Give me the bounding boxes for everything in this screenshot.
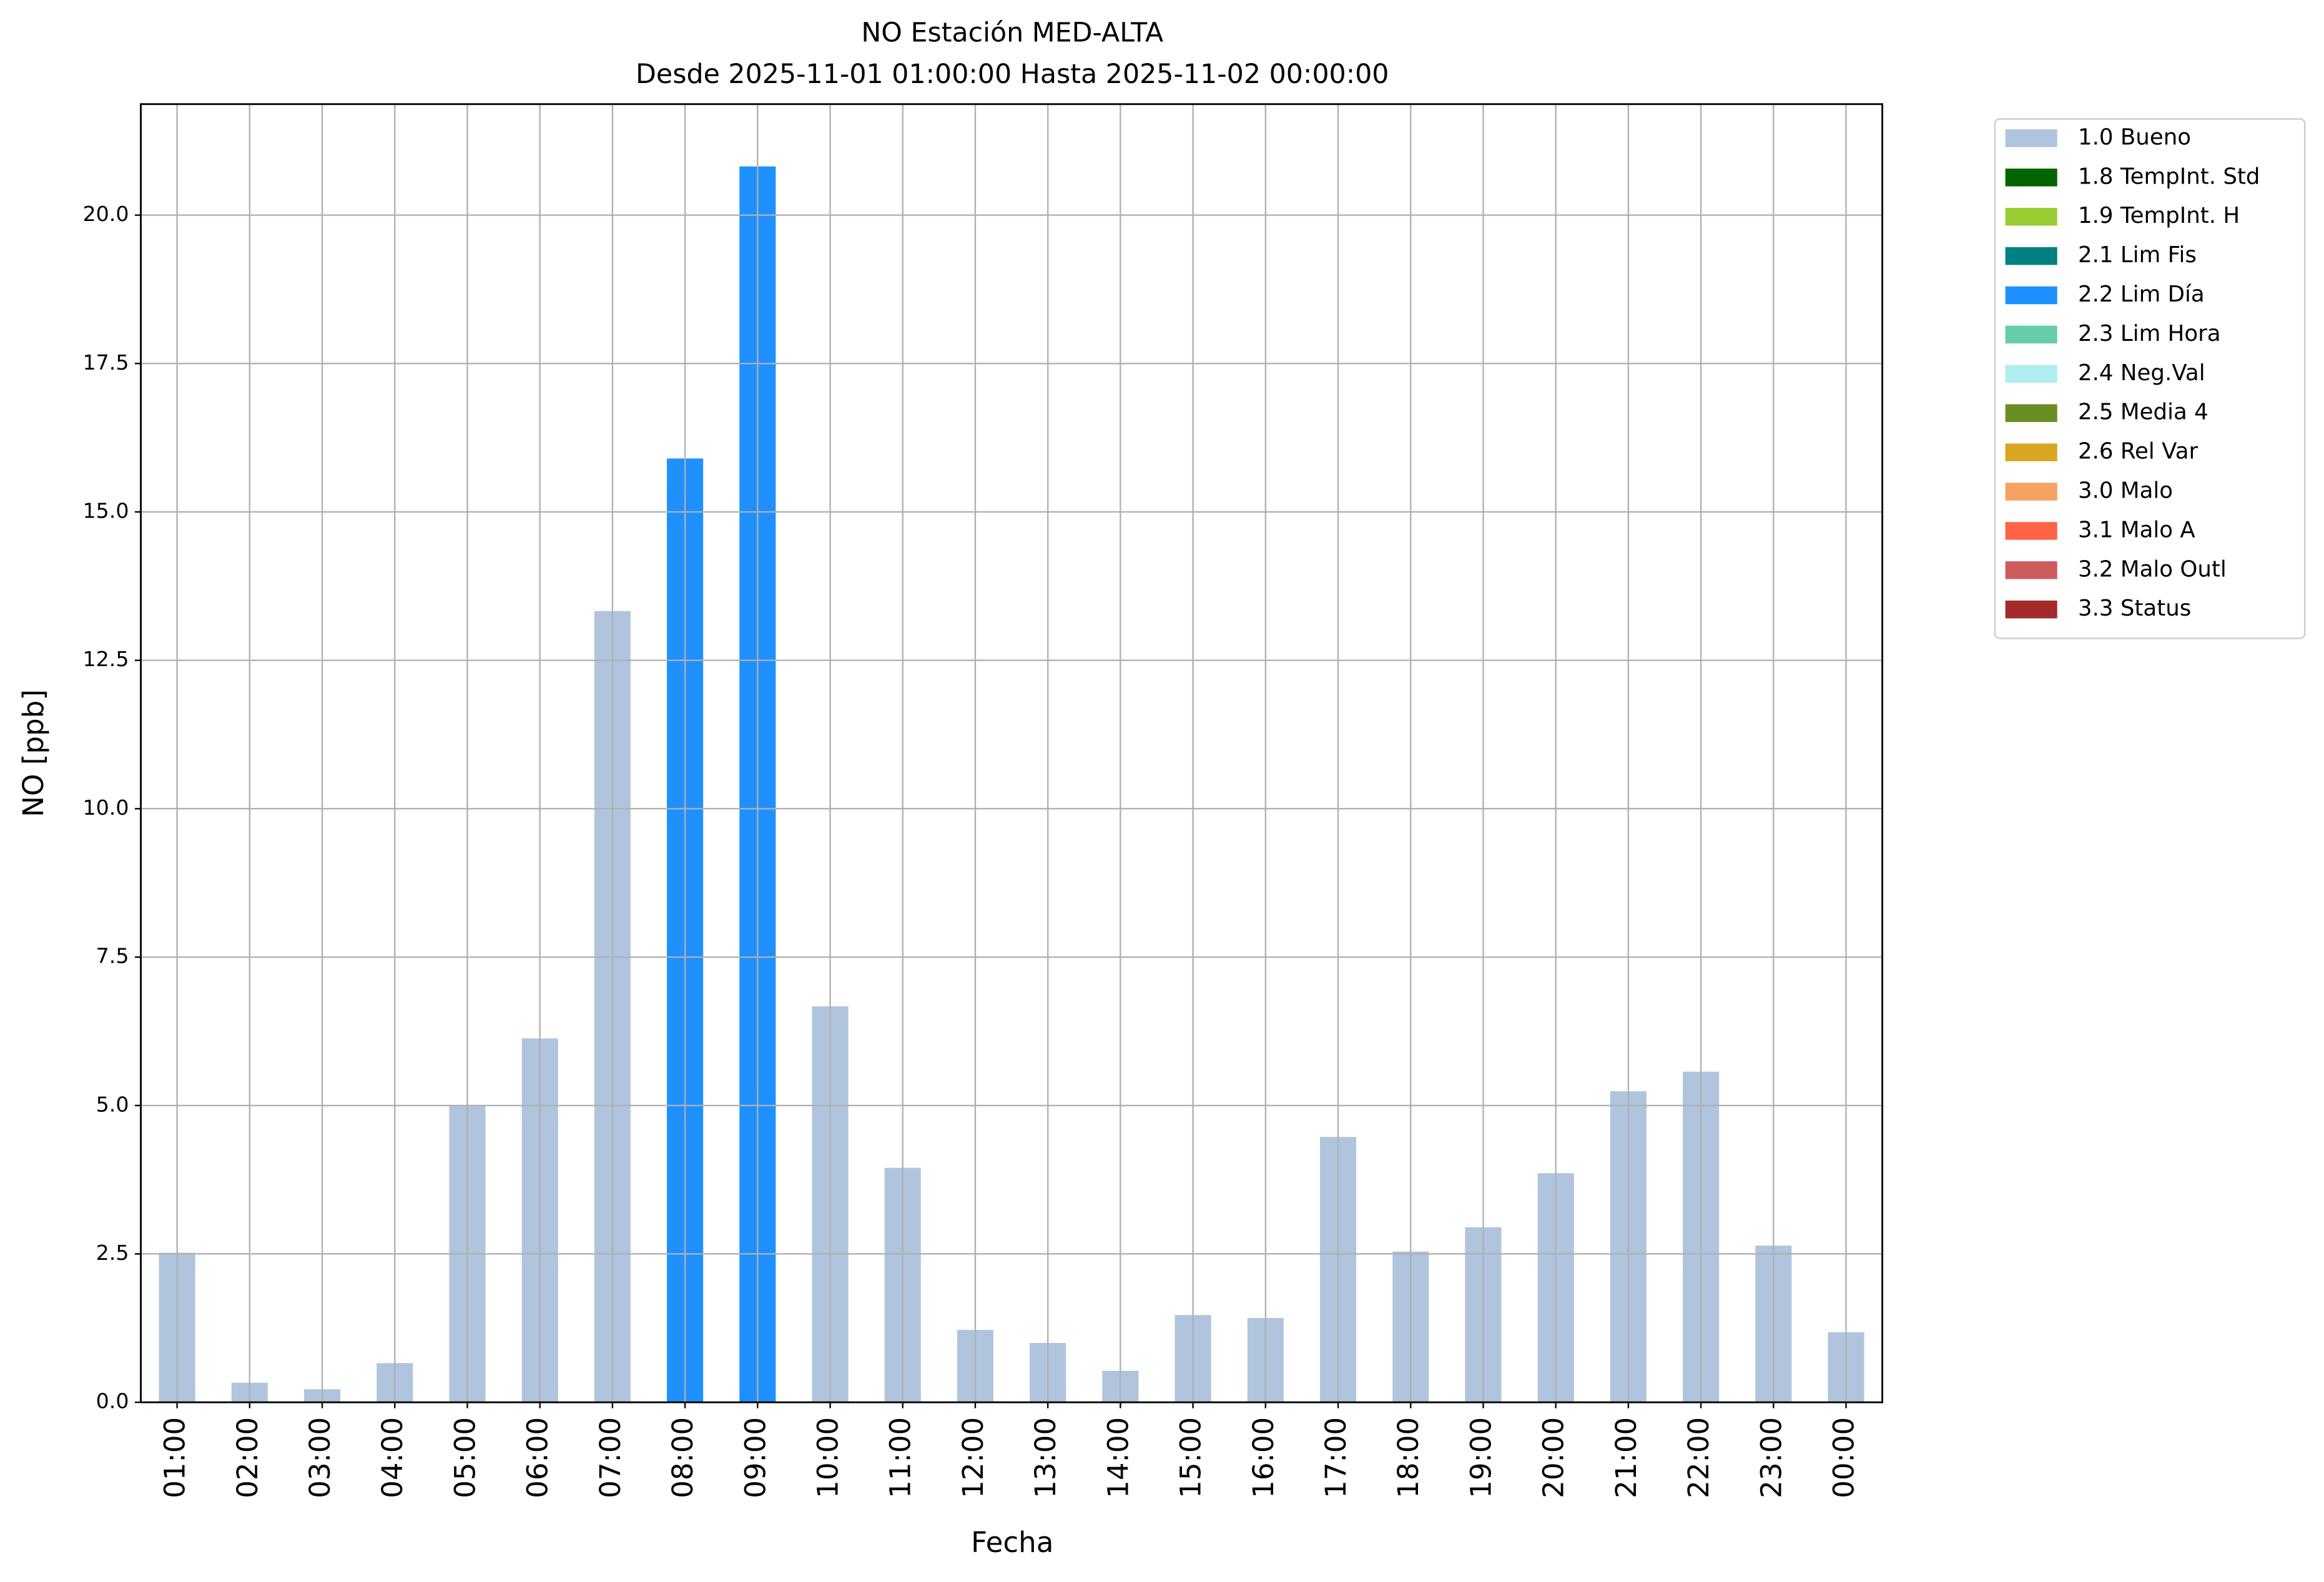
legend-label: 1.9 TempInt. H xyxy=(2078,203,2240,228)
legend-swatch xyxy=(2005,286,2057,305)
x-tick-label: 03:00 xyxy=(303,1417,337,1498)
legend-swatch xyxy=(2005,365,2057,383)
legend-swatch xyxy=(2005,522,2057,540)
legend-swatch xyxy=(2005,443,2057,461)
legend-swatch xyxy=(2005,247,2057,265)
legend-swatch xyxy=(2005,483,2057,501)
x-tick-label: 21:00 xyxy=(1610,1417,1643,1498)
x-tick-label: 14:00 xyxy=(1101,1417,1135,1498)
legend-label: 2.6 Rel Var xyxy=(2078,439,2198,464)
legend-label: 2.2 Lim Día xyxy=(2078,282,2205,307)
legend-swatch xyxy=(2005,207,2057,226)
x-tick-label: 08:00 xyxy=(666,1417,699,1498)
y-tick-label: 12.5 xyxy=(83,647,129,671)
x-tick-label: 13:00 xyxy=(1029,1417,1062,1498)
y-tick-label: 15.0 xyxy=(83,498,129,523)
x-axis-label: Fecha xyxy=(971,1526,1053,1559)
y-tick-label: 17.5 xyxy=(83,350,129,375)
x-tick-label: 18:00 xyxy=(1392,1417,1425,1498)
x-tick-label: 04:00 xyxy=(376,1417,409,1498)
y-tick-label: 5.0 xyxy=(96,1092,129,1116)
legend-swatch xyxy=(2005,129,2057,147)
legend-swatch xyxy=(2005,561,2057,579)
x-tick-label: 09:00 xyxy=(739,1417,772,1498)
legend-swatch xyxy=(2005,600,2057,619)
x-tick-label: 01:00 xyxy=(159,1417,192,1498)
x-tick-label: 05:00 xyxy=(448,1417,481,1498)
legend-label: 2.5 Media 4 xyxy=(2078,400,2208,425)
legend-label: 3.2 Malo Outl xyxy=(2078,556,2227,582)
legend-label: 2.1 Lim Fis xyxy=(2078,242,2197,268)
chart-title: NO Estación MED-ALTA xyxy=(861,17,1163,49)
legend-swatch xyxy=(2005,404,2057,422)
x-tick-label: 23:00 xyxy=(1755,1417,1788,1498)
x-tick-label: 07:00 xyxy=(594,1417,627,1498)
legend-label: 3.3 Status xyxy=(2078,596,2191,621)
x-tick-label: 10:00 xyxy=(812,1417,845,1498)
legend-label: 1.0 Bueno xyxy=(2078,124,2191,150)
chart-subtitle: Desde 2025-11-01 01:00:00 Hasta 2025-11-… xyxy=(636,59,1389,90)
legend-label: 2.3 Lim Hora xyxy=(2078,321,2221,346)
y-axis-label: NO [ppb] xyxy=(17,689,50,817)
plot-frame xyxy=(140,103,1884,1403)
x-tick-label: 02:00 xyxy=(231,1417,264,1498)
x-tick-label: 00:00 xyxy=(1828,1417,1861,1498)
x-tick-label: 20:00 xyxy=(1537,1417,1570,1498)
x-tick-label: 15:00 xyxy=(1174,1417,1208,1498)
y-tick-label: 20.0 xyxy=(83,202,129,226)
y-tick-label: 0.0 xyxy=(96,1389,129,1413)
x-tick-label: 11:00 xyxy=(884,1417,917,1498)
legend-label: 3.0 Malo xyxy=(2078,478,2173,504)
x-tick-label: 06:00 xyxy=(521,1417,554,1498)
legend-label: 2.4 Neg.Val xyxy=(2078,360,2205,386)
x-tick-label: 16:00 xyxy=(1247,1417,1280,1498)
legend-box xyxy=(1994,118,2306,639)
y-tick-label: 2.5 xyxy=(96,1241,129,1265)
y-tick-label: 7.5 xyxy=(96,944,129,968)
legend-swatch xyxy=(2005,325,2057,344)
x-tick-label: 19:00 xyxy=(1464,1417,1497,1498)
x-tick-label: 22:00 xyxy=(1682,1417,1715,1498)
legend-label: 1.8 TempInt. Std xyxy=(2078,164,2260,189)
x-tick-label: 12:00 xyxy=(957,1417,990,1498)
legend-label: 3.1 Malo A xyxy=(2078,517,2195,543)
y-tick-label: 10.0 xyxy=(83,795,129,820)
legend-swatch xyxy=(2005,169,2057,187)
x-tick-label: 17:00 xyxy=(1319,1417,1352,1498)
